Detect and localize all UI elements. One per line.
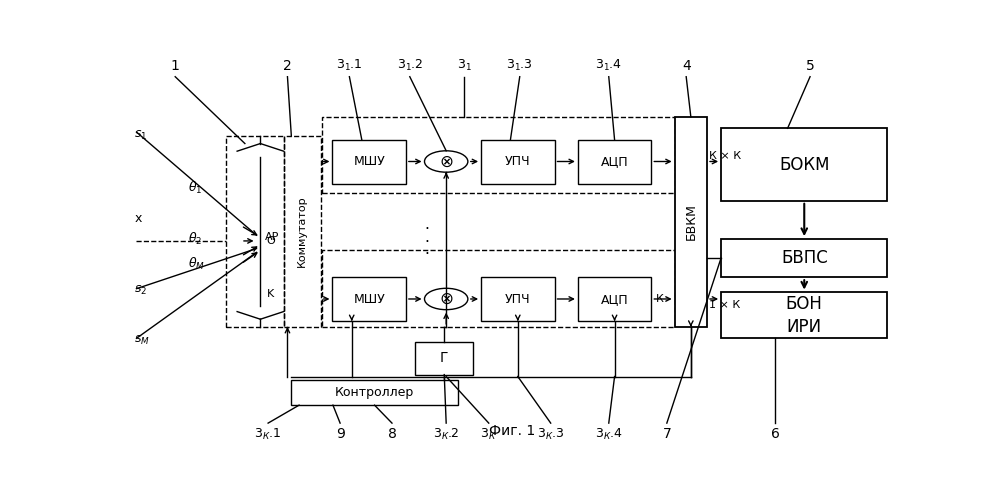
Bar [721,239,887,277]
Text: АЦП: АЦП [600,155,628,168]
Text: К: К [656,294,664,304]
Bar [333,140,406,184]
Bar [577,140,651,184]
Text: МШУ: МШУ [354,293,385,306]
Text: $\theta_1$: $\theta_1$ [189,180,203,195]
Bar [577,277,651,321]
Text: 3$_1$.1: 3$_1$.1 [336,58,363,73]
Text: $s_2$: $s_2$ [134,284,147,297]
Text: K: K [267,289,274,300]
Text: 3$_1$.2: 3$_1$.2 [397,58,423,73]
Text: БОКМ: БОКМ [779,156,829,174]
Text: УПЧ: УПЧ [504,293,530,306]
Text: Коммутатор: Коммутатор [297,195,307,267]
Text: 8: 8 [388,427,397,441]
Text: 1: 1 [171,59,180,73]
Bar [674,117,707,327]
Text: 1 × К: 1 × К [708,300,740,310]
Text: O: O [267,236,276,246]
Text: 9: 9 [336,427,345,441]
Text: 3$_К$.2: 3$_К$.2 [433,427,460,442]
Text: $\theta_2$: $\theta_2$ [189,231,203,247]
Text: 6: 6 [771,427,779,441]
Text: 2: 2 [283,59,292,73]
Text: АР: АР [266,232,280,242]
Text: Фиг. 1: Фиг. 1 [489,424,535,437]
Text: 3$_К$: 3$_К$ [481,427,498,442]
Text: 4: 4 [681,59,690,73]
Bar [323,117,674,193]
Text: .
.
.: . . . [425,217,430,257]
Text: $s_M$: $s_M$ [134,334,150,347]
Bar [333,277,406,321]
Text: 7: 7 [662,427,671,441]
Text: БОН
ИРИ: БОН ИРИ [786,295,823,335]
Bar [482,277,554,321]
Text: МШУ: МШУ [354,155,385,168]
Text: БВКМ: БВКМ [684,203,697,240]
Bar [416,342,474,374]
Text: БВПС: БВПС [781,249,827,267]
Text: $\theta_M$: $\theta_M$ [189,256,206,272]
Text: 3$_1$: 3$_1$ [457,58,472,73]
Bar [226,136,284,327]
Text: АЦП: АЦП [600,293,628,306]
Text: 3$_К$.4: 3$_К$.4 [594,427,622,442]
Text: ⊗: ⊗ [440,152,454,171]
Bar [284,136,321,327]
Text: ⊗: ⊗ [440,290,454,308]
Text: К × К: К × К [708,151,741,161]
Text: 3$_К$.3: 3$_К$.3 [536,427,564,442]
Text: 3$_1$.3: 3$_1$.3 [506,58,533,73]
Text: УПЧ: УПЧ [504,155,530,168]
Text: 3$_1$.4: 3$_1$.4 [595,58,622,73]
Bar [482,140,554,184]
Bar [721,128,887,201]
Text: x: x [134,211,142,225]
Text: 5: 5 [805,59,814,73]
Text: 3$_К$.1: 3$_К$.1 [255,427,282,442]
Bar [292,380,458,405]
Text: Г: Г [440,351,449,366]
Text: $s_1$: $s_1$ [134,129,148,142]
Bar [721,293,887,338]
Bar [323,250,674,327]
Text: Контроллер: Контроллер [335,386,415,399]
